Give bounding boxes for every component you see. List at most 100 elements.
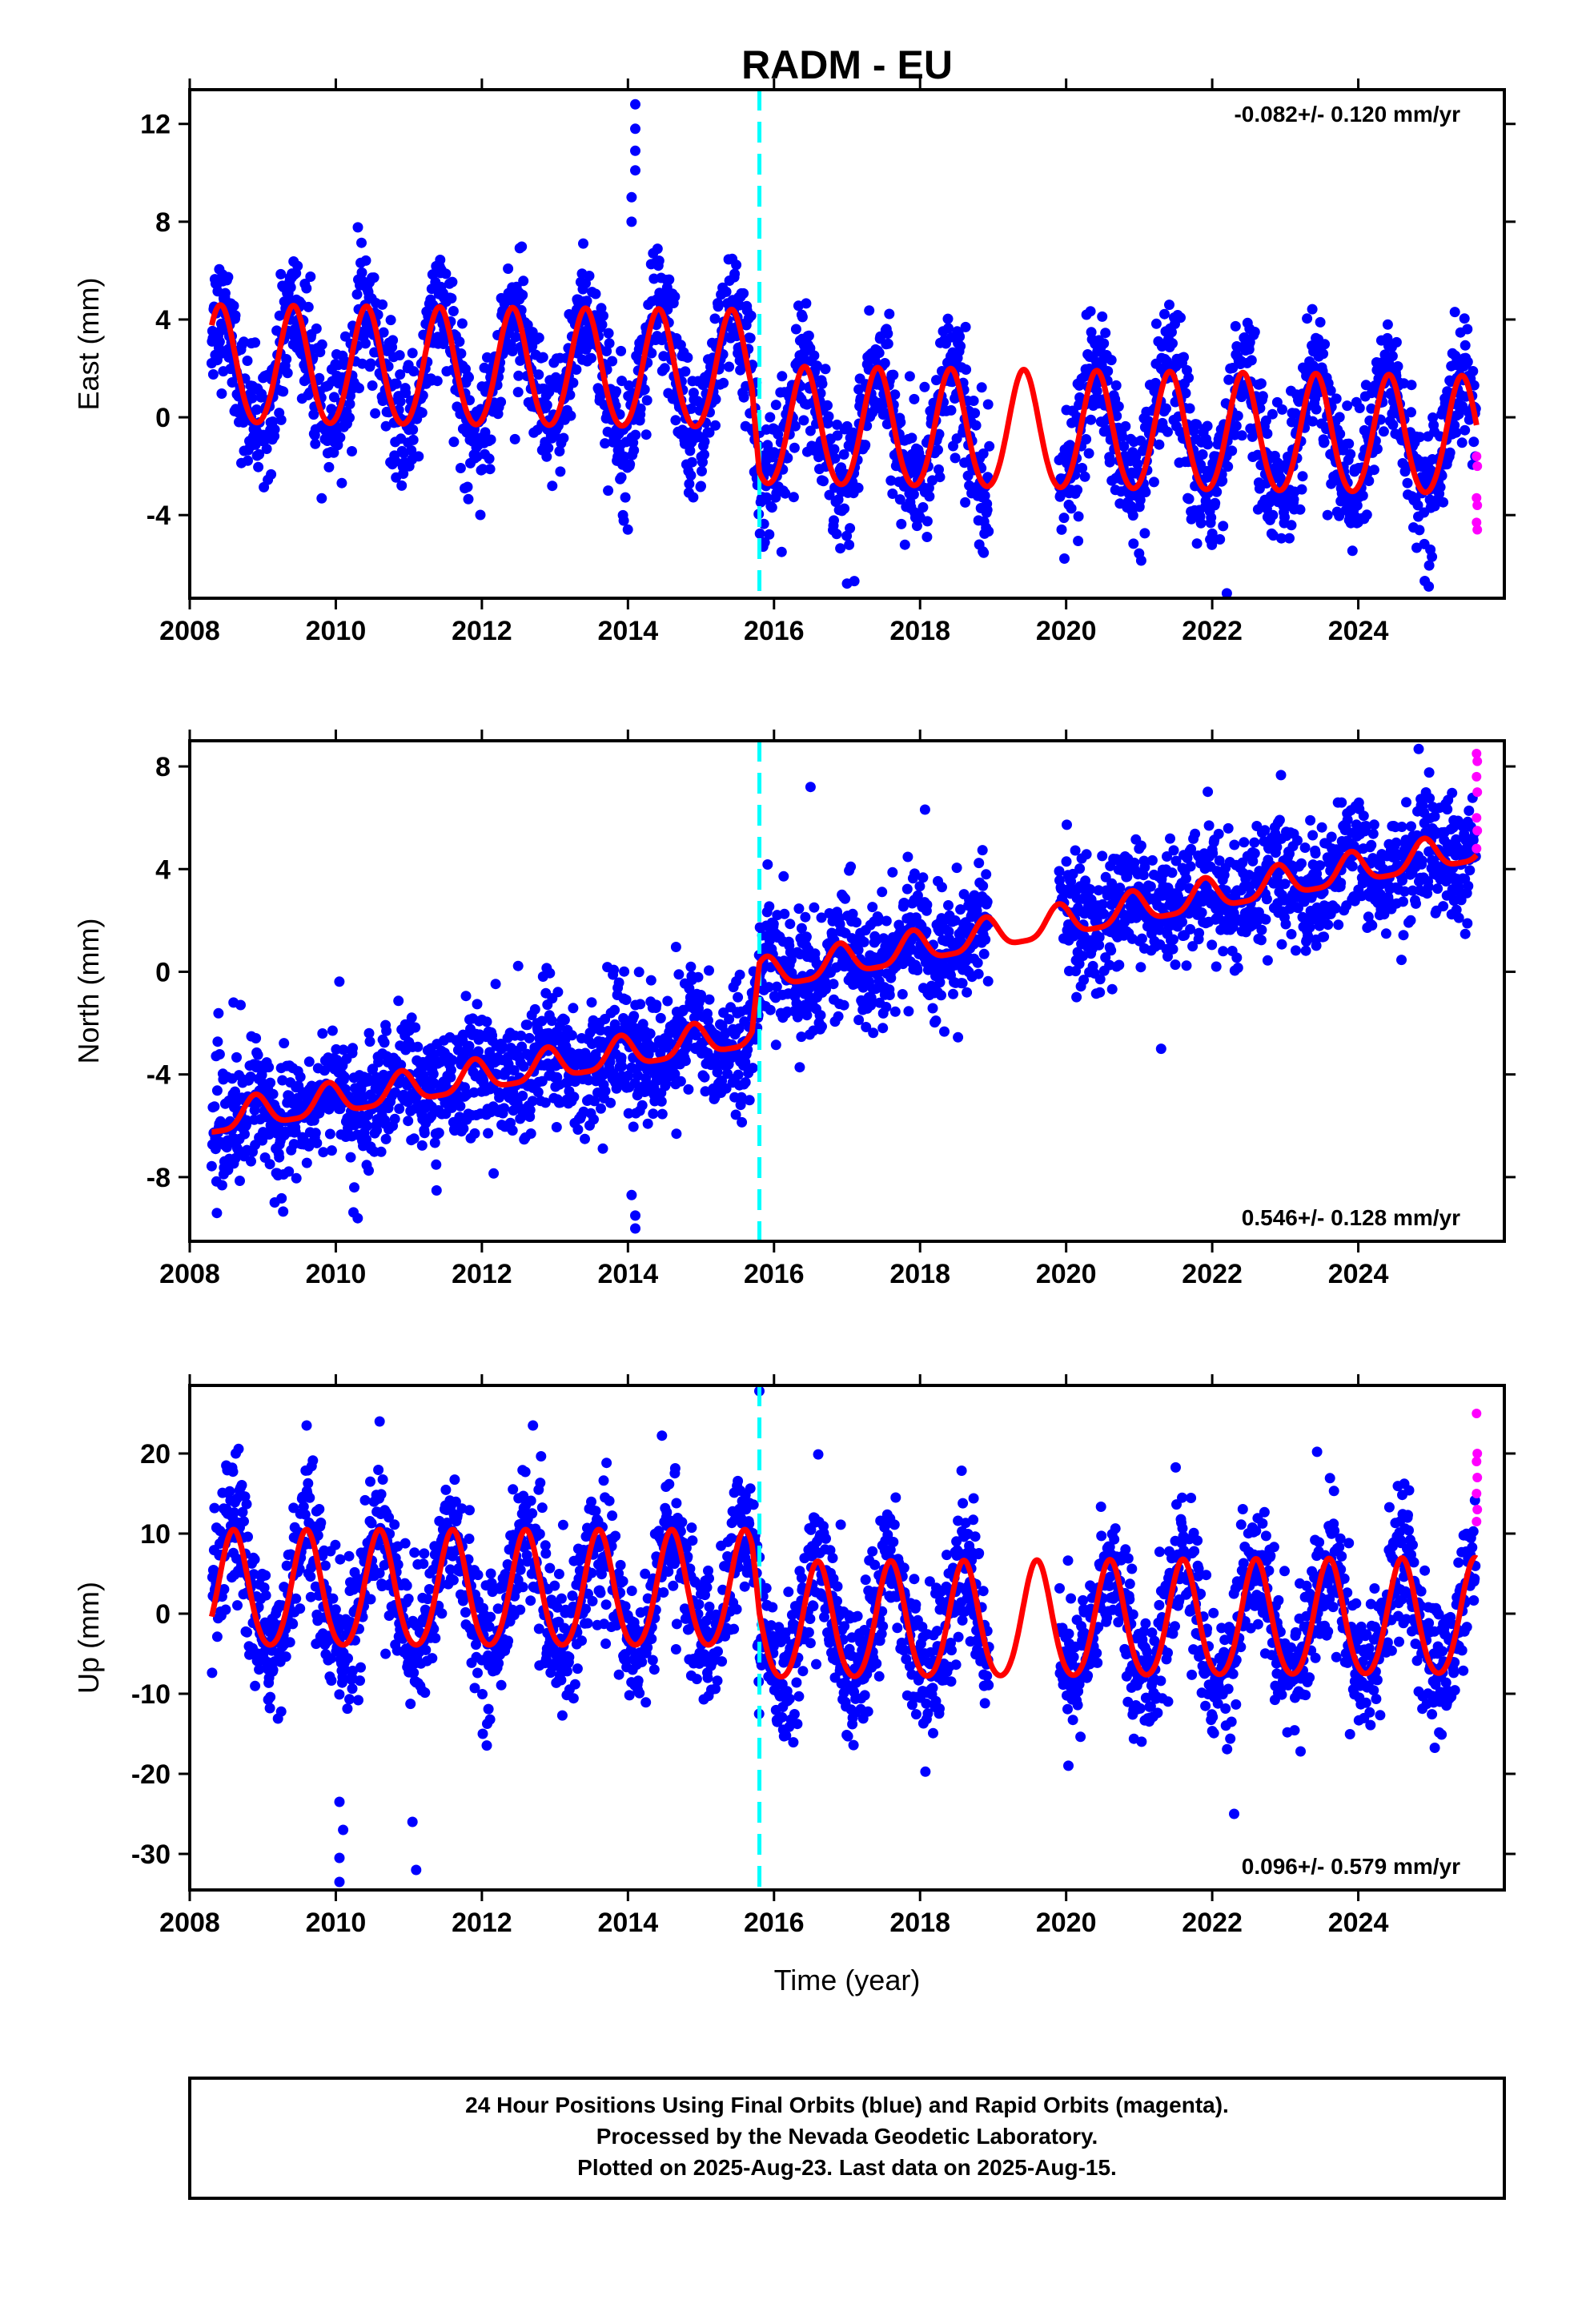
final-orbit-point (475, 509, 486, 521)
final-orbit-point (709, 313, 721, 324)
final-orbit-point (981, 869, 992, 880)
final-orbit-point (662, 995, 673, 1007)
y-tick-label: -4 (147, 501, 171, 531)
final-orbit-point (324, 1128, 335, 1140)
final-orbit-point (785, 955, 797, 966)
final-orbit-point (408, 1133, 420, 1144)
final-orbit-point (712, 1067, 723, 1078)
final-orbit-point (1414, 525, 1425, 536)
final-orbit-point (216, 388, 227, 399)
final-orbit-point (326, 404, 337, 415)
final-orbit-point (1135, 962, 1146, 973)
final-orbit-point (1135, 840, 1146, 851)
y-tick-label: 12 (140, 110, 171, 140)
final-orbit-point (1262, 428, 1273, 439)
final-orbit-point (1054, 866, 1065, 877)
final-orbit-point (887, 866, 898, 878)
final-orbit-point (733, 1069, 744, 1080)
final-orbit-point (216, 1180, 227, 1191)
final-orbit-point (829, 515, 839, 526)
final-orbit-point (387, 335, 399, 346)
final-orbit-point (1296, 484, 1307, 495)
final-orbit-point (1255, 378, 1267, 389)
final-orbit-point (1132, 458, 1143, 469)
final-orbit-point (652, 243, 663, 255)
final-orbit-point (812, 360, 822, 372)
final-orbit-point (927, 1003, 938, 1014)
final-orbit-point (338, 1044, 349, 1055)
final-orbit-point (1081, 849, 1092, 860)
final-orbit-point (670, 942, 681, 952)
final-orbit-point (887, 489, 898, 499)
final-orbit-point (901, 883, 913, 895)
final-orbit-point (954, 331, 966, 342)
final-orbit-point (921, 926, 932, 937)
final-orbit-point (955, 340, 966, 352)
final-orbit-point (867, 902, 878, 913)
rapid-orbit-point (1472, 451, 1482, 461)
final-orbit-point (428, 1068, 439, 1080)
final-orbit-point (1139, 862, 1150, 873)
final-orbit-point (816, 912, 827, 923)
final-orbit-point (1180, 388, 1191, 399)
final-orbit-point (933, 444, 943, 456)
final-orbit-point (969, 890, 980, 901)
final-orbit-point (447, 1055, 458, 1066)
final-orbit-point (821, 983, 831, 995)
final-orbit-point (1249, 837, 1260, 848)
final-orbit-point (1097, 850, 1108, 862)
final-orbit-point (764, 529, 775, 540)
final-orbit-point (231, 1051, 242, 1063)
final-orbit-point (763, 982, 774, 993)
final-orbit-point (1154, 924, 1165, 935)
final-orbit-point (1260, 914, 1271, 925)
final-orbit-point (1207, 848, 1219, 858)
final-orbit-point (1181, 873, 1191, 884)
final-orbit-point (1166, 327, 1177, 338)
final-orbit-point (243, 455, 253, 466)
final-orbit-point (978, 547, 990, 558)
final-orbit-point (490, 979, 501, 990)
final-orbit-point (744, 1095, 755, 1106)
final-orbit-point (1177, 916, 1187, 927)
final-orbit-point (653, 255, 665, 267)
final-orbit-point (770, 1039, 781, 1051)
final-orbit-point (1460, 340, 1471, 351)
final-orbit-point (1259, 825, 1271, 836)
chart-title: RADM - EU (741, 42, 953, 87)
final-orbit-point (417, 390, 428, 401)
final-orbit-point (1449, 307, 1460, 318)
final-orbit-point (406, 1012, 417, 1023)
final-orbit-point (1139, 528, 1150, 539)
final-orbit-point (1322, 509, 1333, 521)
rapid-orbit-point (1472, 525, 1483, 535)
final-orbit-point (326, 1145, 337, 1156)
final-orbit-point (516, 241, 528, 252)
final-orbit-point (507, 346, 518, 356)
final-orbit-point (884, 308, 895, 320)
final-orbit-point (697, 465, 707, 476)
final-orbit-point (934, 977, 946, 988)
final-orbit-point (431, 1159, 442, 1170)
final-orbit-point (1191, 419, 1203, 430)
final-orbit-point (839, 503, 850, 514)
final-orbit-point (630, 99, 640, 110)
final-orbit-point (832, 430, 843, 441)
final-orbit-point (241, 1115, 252, 1126)
final-orbit-point (261, 444, 272, 454)
final-orbit-point (699, 436, 710, 447)
final-orbit-point (1304, 922, 1315, 933)
final-orbit-point (612, 1080, 623, 1091)
final-orbit-point (1134, 494, 1146, 505)
final-orbit-point (704, 994, 715, 1005)
final-orbit-point (648, 1108, 659, 1120)
final-orbit-point (1279, 512, 1290, 523)
final-orbit-point (516, 1030, 527, 1041)
final-orbit-point (1203, 820, 1215, 831)
final-orbit-point (685, 470, 697, 481)
final-orbit-point (250, 337, 261, 348)
final-orbit-point (1345, 448, 1356, 460)
final-orbit-point (356, 267, 367, 278)
final-orbit-point (823, 411, 834, 422)
final-orbit-point (580, 1133, 590, 1144)
